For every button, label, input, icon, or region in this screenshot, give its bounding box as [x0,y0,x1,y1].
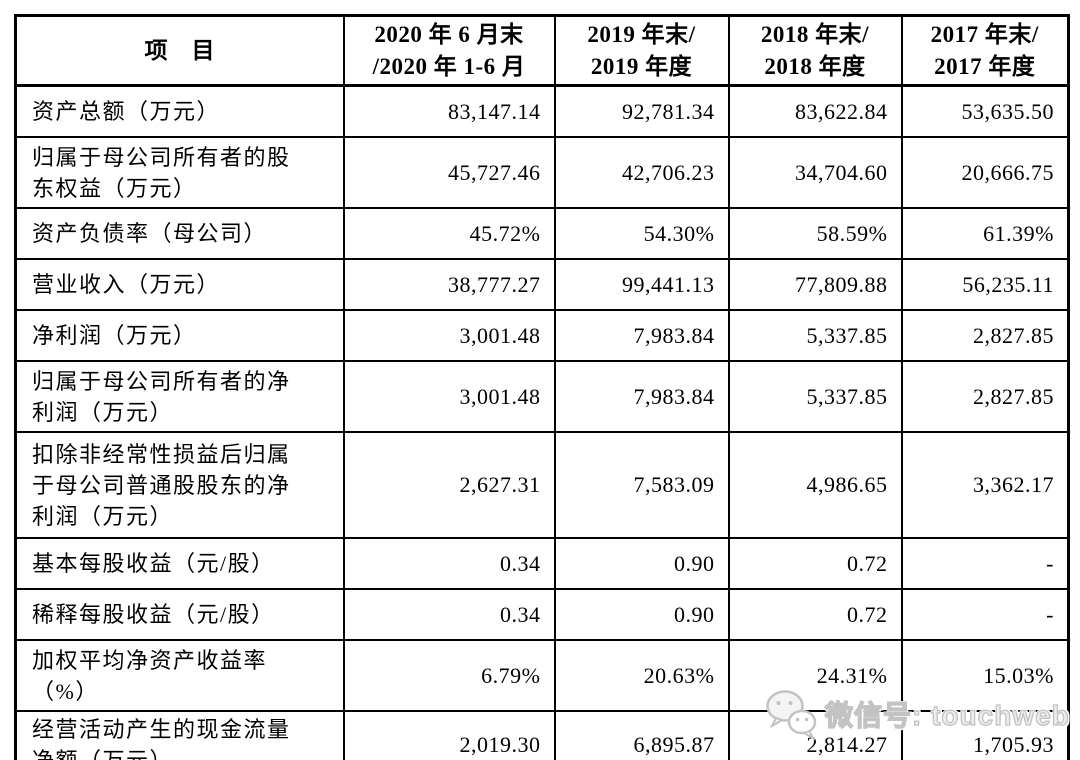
row-label: 扣除非经常性损益后归属 于母公司普通股股东的净 利润（万元） [14,431,345,539]
cell-value: 3,362.17 [900,431,1070,539]
watermark-text: 微信号: touchweb [824,699,1070,731]
row-label: 归属于母公司所有者的净 利润（万元） [14,360,345,433]
cell-value: - [900,588,1070,641]
cell-value: 15.03% [900,639,1070,712]
cell-value: 92,781.34 [553,84,730,138]
cell-value: 42,706.23 [553,136,730,209]
cell-value: 34,704.60 [727,136,903,209]
cell-value: 20.63% [553,639,730,712]
row-label: 净利润（万元） [14,309,345,362]
column-header-period-2018: 2018 年末/ 2018 年度 [727,14,903,87]
cell-value: 38,777.27 [342,258,556,311]
wechat-icon [766,690,817,741]
row-label: 归属于母公司所有者的股 东权益（万元） [14,136,345,209]
cell-value: 99,441.13 [553,258,730,311]
cell-value: - [900,537,1070,590]
cell-value: 5,337.85 [727,360,903,433]
cell-value: 58.59% [727,207,903,260]
cell-value: 2,827.85 [900,360,1070,433]
cell-value: 6,895.87 [553,710,730,760]
table-row-revenue: 营业收入（万元） 38,777.27 99,441.13 77,809.88 5… [14,258,1070,311]
cell-value: 77,809.88 [727,258,903,311]
table-row-debt-ratio: 资产负债率（母公司） 45.72% 54.30% 58.59% 61.39% [14,207,1070,260]
cell-value: 4,986.65 [727,431,903,539]
cell-value: 7,983.84 [553,309,730,362]
table-row-operating-cash-flow: 经营活动产生的现金流量 净额（万元） 2,019.30 6,895.87 2,8… [14,710,1070,760]
cell-value: 7,583.09 [553,431,730,539]
financial-summary-table: 项 目 2020 年 6 月末 /2020 年 1-6 月 2019 年末/ 2… [14,14,1070,760]
row-label: 营业收入（万元） [14,258,345,311]
cell-value: 61.39% [900,207,1070,260]
table-row-basic-eps: 基本每股收益（元/股） 0.34 0.90 0.72 - [14,537,1070,590]
cell-value: 2,827.85 [900,309,1070,362]
cell-value: 0.34 [342,588,556,641]
column-header-period-2019: 2019 年末/ 2019 年度 [553,14,730,87]
table-row-weighted-roe: 加权平均净资产收益率 （%） 6.79% 20.63% 24.31% 15.03… [14,639,1070,712]
row-label: 资产总额（万元） [14,84,345,138]
cell-value: 83,147.14 [342,84,556,138]
cell-value: 53,635.50 [900,84,1070,138]
cell-value: 3,001.48 [342,309,556,362]
row-label: 基本每股收益（元/股） [14,537,345,590]
table-row-net-profit: 净利润（万元） 3,001.48 7,983.84 5,337.85 2,827… [14,309,1070,362]
cell-value: 56,235.11 [900,258,1070,311]
column-header-period-2020: 2020 年 6 月末 /2020 年 1-6 月 [342,14,556,87]
column-header-item: 项 目 [14,14,345,87]
table-row-parent-net-profit: 归属于母公司所有者的净 利润（万元） 3,001.48 7,983.84 5,3… [14,360,1070,433]
table-row-total-assets: 资产总额（万元） 83,147.14 92,781.34 83,622.84 5… [14,84,1070,138]
cell-value: 24.31% [727,639,903,712]
cell-value: 83,622.84 [727,84,903,138]
cell-value: 45.72% [342,207,556,260]
cell-value: 1,705.93 [900,710,1070,760]
cell-value: 0.90 [553,537,730,590]
cell-value: 54.30% [553,207,730,260]
cell-value: 0.34 [342,537,556,590]
cell-value: 0.72 [727,537,903,590]
cell-value: 3,001.48 [342,360,556,433]
row-label: 稀释每股收益（元/股） [14,588,345,641]
row-label: 加权平均净资产收益率 （%） [14,639,345,712]
row-label: 经营活动产生的现金流量 净额（万元） [14,710,345,760]
table-row-diluted-eps: 稀释每股收益（元/股） 0.34 0.90 0.72 - [14,588,1070,641]
cell-value: 45,727.46 [342,136,556,209]
table-header-row: 项 目 2020 年 6 月末 /2020 年 1-6 月 2019 年末/ 2… [14,14,1070,87]
watermark: 微信号: touchweb [762,686,1070,742]
cell-value: 2,019.30 [342,710,556,760]
row-label: 资产负债率（母公司） [14,207,345,260]
table-row-deducted-net-profit: 扣除非经常性损益后归属 于母公司普通股股东的净 利润（万元） 2,627.31 … [14,431,1070,539]
cell-value: 5,337.85 [727,309,903,362]
table-row-parent-equity: 归属于母公司所有者的股 东权益（万元） 45,727.46 42,706.23 … [14,136,1070,209]
cell-value: 20,666.75 [900,136,1070,209]
cell-value: 0.72 [727,588,903,641]
column-header-period-2017: 2017 年末/ 2017 年度 [900,14,1070,87]
cell-value: 2,627.31 [342,431,556,539]
cell-value: 0.90 [553,588,730,641]
cell-value: 7,983.84 [553,360,730,433]
cell-value: 6.79% [342,639,556,712]
